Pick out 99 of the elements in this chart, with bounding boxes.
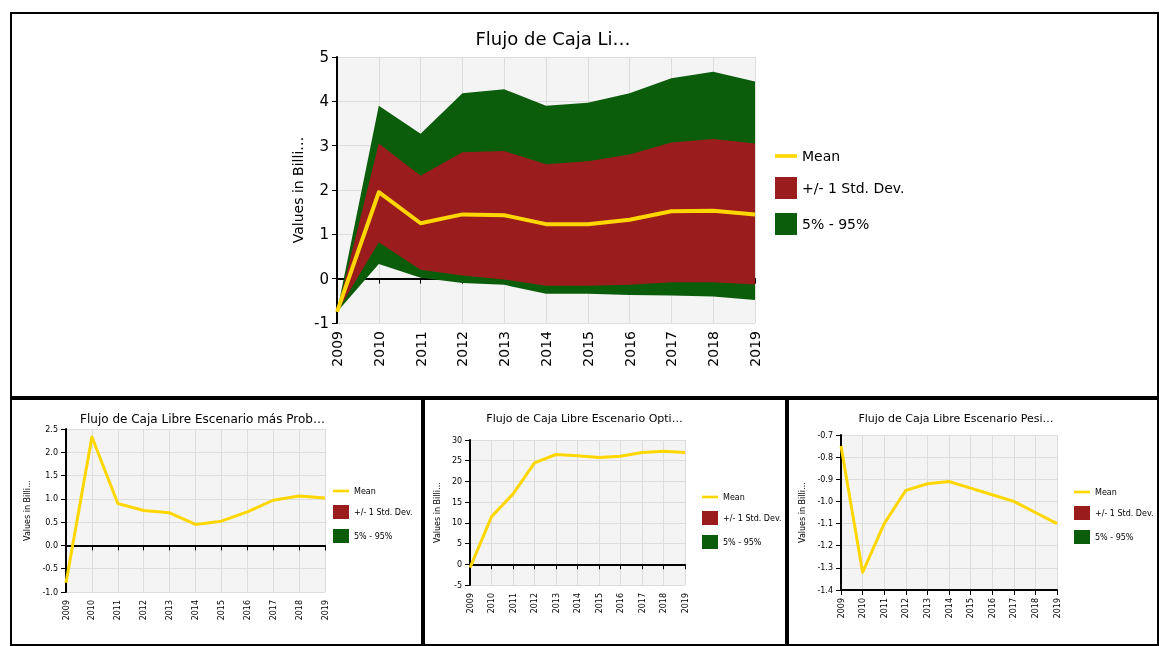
y-tick-label: 5 [319, 48, 329, 66]
y-tick-label: -0.8 [817, 452, 833, 462]
x-tick-label: 2018 [659, 593, 669, 614]
y-tick-label: 0.5 [45, 517, 58, 527]
y-tick-label: -1.1 [817, 519, 833, 529]
x-tick-label: 2017 [268, 600, 278, 621]
y-axis-title: Values in Billi… [432, 482, 442, 543]
y-axis-title: Values in Billi… [290, 136, 306, 244]
x-tick-label: 2019 [680, 593, 690, 614]
y-tick-label: 10 [451, 518, 463, 528]
x-tick-label: 2012 [901, 598, 911, 619]
y-tick-label: -1.0 [817, 496, 833, 506]
y-tick-label: 20 [451, 476, 463, 486]
line-series [839, 444, 1059, 574]
x-tick-label: 2016 [621, 330, 638, 367]
legend-label: +/- 1 Std. Dev. [354, 507, 413, 517]
x-tick-label: 2019 [1052, 598, 1062, 619]
y-tick-label: 1.0 [45, 494, 58, 504]
legend-label: Mean [1095, 487, 1117, 497]
x-tick-label: 2018 [294, 600, 304, 621]
line-series [468, 449, 687, 570]
chart-title: Flujo de Caja Libre Escenario Pesi… [858, 412, 1054, 425]
legend-label: Mean [354, 486, 376, 496]
y-axis-title: Values in Billi… [797, 482, 807, 543]
x-tick-label: 2009 [465, 593, 475, 614]
x-tick-label: 2017 [663, 331, 680, 367]
y-tick-label: 2.5 [45, 424, 58, 434]
x-tick-label: 2015 [966, 598, 976, 619]
y-tick-label: 0 [456, 559, 463, 569]
y-tick-label: 15 [451, 497, 463, 507]
x-tick-label: 2016 [242, 600, 252, 621]
chart-title: Flujo de Caja Libre Escenario más Prob… [80, 412, 325, 426]
y-tick-label: -1.2 [817, 541, 833, 551]
x-tick-label: 2013 [496, 331, 513, 367]
x-tick-label: 2015 [594, 593, 604, 614]
x-tick-label: 2016 [616, 593, 626, 614]
legend-label: +/- 1 Std. Dev. [802, 180, 905, 196]
x-tick-label: 2013 [551, 593, 561, 614]
x-tick-label: 2014 [573, 593, 583, 614]
legend-label: 5% - 95% [354, 531, 393, 541]
x-tick-label: 2013 [165, 600, 175, 621]
y-tick-label: -5 [454, 580, 463, 590]
x-tick-label: 2012 [139, 600, 149, 621]
x-tick-label: 2010 [487, 593, 497, 614]
x-tick-label: 2014 [944, 598, 954, 619]
x-tick-label: 2011 [113, 600, 123, 621]
legend-label: 5% - 95% [802, 216, 870, 232]
y-tick-label: -1 [314, 314, 329, 332]
x-tick-label: 2009 [329, 331, 345, 367]
x-tick-label: 2012 [530, 593, 540, 614]
x-tick-label: 2015 [579, 331, 596, 367]
x-tick-label: 2009 [836, 598, 846, 619]
y-tick-label: 4 [319, 92, 329, 111]
x-tick-label: 2010 [370, 331, 387, 367]
y-tick-label: -0.7 [817, 430, 833, 440]
line-series [335, 190, 757, 314]
y-tick-label: -0.5 [42, 564, 58, 574]
x-tick-label: 2016 [987, 598, 997, 619]
x-tick-label: 2012 [454, 331, 471, 367]
y-tick-label: 3 [319, 136, 329, 155]
x-tick-label: 2013 [922, 598, 932, 619]
x-tick-label: 2019 [747, 331, 763, 367]
legend-label: 5% - 95% [1095, 532, 1134, 542]
y-tick-label: 2 [319, 181, 329, 199]
y-axis-title: Values in Billi… [22, 480, 32, 541]
line-series [64, 435, 327, 585]
chart-title: Flujo de Caja Libre Escenario Opti… [486, 412, 683, 425]
y-tick-label: 0 [319, 269, 329, 288]
y-tick-label: -1.3 [817, 563, 833, 573]
y-tick-label: 25 [451, 456, 463, 466]
legend-label: Mean [723, 492, 745, 502]
y-tick-label: 5 [456, 539, 463, 549]
x-tick-label: 2011 [879, 598, 889, 619]
x-tick-label: 2017 [1009, 598, 1019, 619]
y-tick-label: 30 [451, 435, 463, 445]
x-tick-label: 2019 [320, 600, 330, 621]
x-tick-label: 2015 [216, 600, 226, 621]
y-tick-label: 1 [319, 225, 329, 244]
y-tick-label: 1.5 [45, 471, 58, 481]
legend-label: +/- 1 Std. Dev. [723, 513, 782, 523]
x-tick-label: 2014 [191, 600, 200, 621]
y-tick-label: 2.0 [45, 447, 58, 457]
y-tick-label: 0.0 [45, 540, 58, 550]
y-tick-label: -1.4 [817, 585, 833, 595]
x-tick-label: 2011 [412, 331, 429, 367]
legend-label: 5% - 95% [723, 537, 762, 547]
x-tick-label: 2018 [1030, 598, 1040, 619]
legend-label: +/- 1 Std. Dev. [1095, 508, 1154, 518]
x-tick-label: 2010 [87, 600, 97, 621]
chart-title: Flujo de Caja Li… [475, 27, 631, 49]
x-tick-label: 2018 [705, 331, 722, 367]
x-tick-label: 2014 [538, 330, 554, 367]
y-tick-label: -0.9 [817, 474, 833, 484]
legend-label: Mean [802, 148, 841, 164]
x-tick-label: 2011 [508, 593, 518, 614]
y-tick-label: -1.0 [42, 587, 58, 597]
x-tick-label: 2017 [637, 593, 647, 614]
x-tick-label: 2009 [61, 600, 71, 621]
x-tick-label: 2010 [858, 598, 868, 619]
